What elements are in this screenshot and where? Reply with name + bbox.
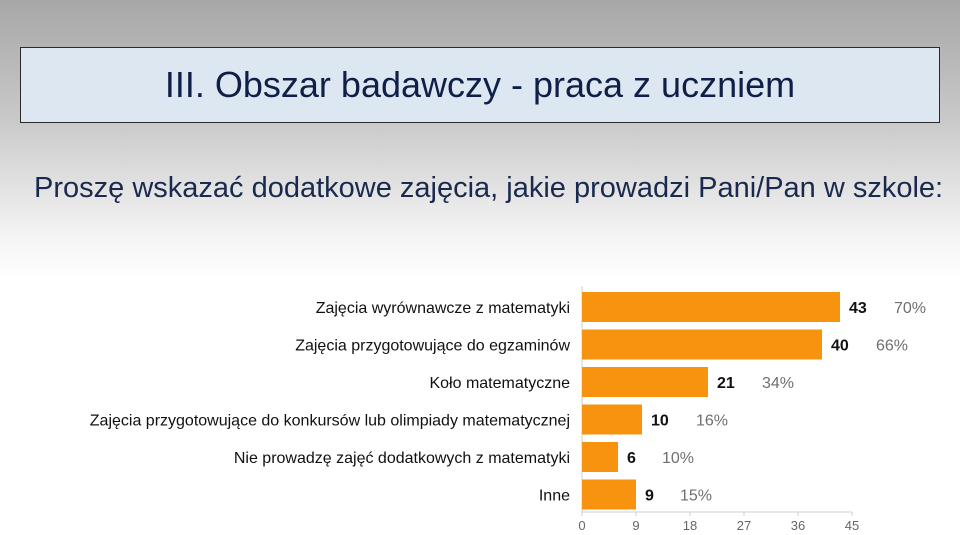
x-tick-label: 27 xyxy=(737,518,751,533)
bar xyxy=(582,329,822,360)
percent-label: 16% xyxy=(696,413,728,430)
percent-label: 70% xyxy=(894,300,926,317)
category-label: Nie prowadzę zajęć dodatkowych z matemat… xyxy=(234,450,570,467)
bar xyxy=(582,479,636,510)
x-tick-label: 0 xyxy=(578,518,585,533)
value-label: 9 xyxy=(645,488,654,505)
category-label: Zajęcia przygotowujące do egzaminów xyxy=(295,338,570,355)
category-label: Inne xyxy=(539,488,570,505)
value-label: 40 xyxy=(831,338,849,355)
value-label: 10 xyxy=(651,413,669,430)
bar xyxy=(582,292,840,322)
x-tick-label: 45 xyxy=(845,518,859,533)
bar xyxy=(582,404,642,435)
percent-label: 10% xyxy=(662,450,694,467)
percent-label: 66% xyxy=(876,338,908,355)
slide-question: Proszę wskazać dodatkowe zajęcia, jakie … xyxy=(34,172,944,204)
category-label: Koło matematyczne xyxy=(429,375,570,392)
category-label: Zajęcia wyrównawcze z matematyki xyxy=(316,300,570,317)
bar-chart: Zajęcia wyrównawcze z matematyki 43 70% Zaj… xyxy=(90,286,926,533)
category-label: Zajęcia przygotowujące do konkursów lub … xyxy=(90,413,570,430)
percent-label: 15% xyxy=(680,488,712,505)
bar xyxy=(582,367,708,397)
x-tick-label: 9 xyxy=(632,518,639,533)
x-tick-label: 36 xyxy=(791,518,805,533)
x-tick-label: 18 xyxy=(683,518,697,533)
title-box: III. Obszar badawczy - praca z uczniem xyxy=(20,47,940,123)
value-label: 43 xyxy=(849,300,867,317)
value-label: 6 xyxy=(627,450,636,467)
value-label: 21 xyxy=(717,375,735,392)
slide-title: III. Obszar badawczy - praca z uczniem xyxy=(164,64,796,105)
percent-label: 34% xyxy=(762,375,794,392)
bar xyxy=(582,442,618,472)
